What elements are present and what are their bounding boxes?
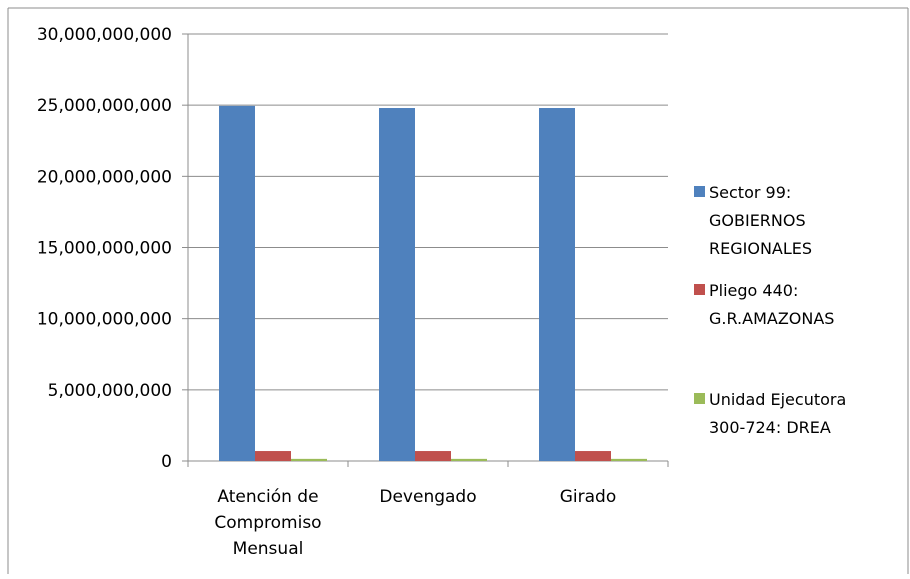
y-tick-label: 30,000,000,000 <box>37 25 172 45</box>
y-tick-label: 0 <box>161 452 172 472</box>
bar <box>611 458 647 461</box>
legend-swatch <box>694 393 705 404</box>
bar <box>451 458 487 461</box>
legend-swatch <box>694 186 705 197</box>
bar <box>255 451 291 461</box>
y-tick-label: 20,000,000,000 <box>37 167 172 187</box>
x-category-labels: Atención de Compromiso Mensual Devengado Gir… <box>214 487 616 559</box>
bar <box>415 451 451 461</box>
bar <box>219 105 255 462</box>
bar <box>291 458 327 461</box>
legend-label: Sector 99: GOBIERNOS REGIONALES <box>709 183 812 258</box>
legend-swatch <box>694 284 705 295</box>
x-category-label: Devengado <box>379 487 476 507</box>
legend-label: Unidad Ejecutora 300-724: DREA <box>709 390 846 437</box>
y-tick-label: 25,000,000,000 <box>37 96 172 116</box>
bars <box>219 105 647 462</box>
x-category-label: Girado <box>560 487 617 507</box>
y-tick-label: 15,000,000,000 <box>37 239 172 259</box>
gridlines <box>188 33 668 391</box>
y-tick-label: 10,000,000,000 <box>37 310 172 330</box>
bar <box>575 451 611 461</box>
y-tick-labels: 0 5,000,000,000 10,000,000,000 15,000,000,0… <box>37 25 172 472</box>
legend: Sector 99: GOBIERNOS REGIONALES Pliego 440:… <box>694 183 846 437</box>
bar <box>379 108 415 461</box>
legend-label: Pliego 440: G.R.AMAZONAS <box>709 281 834 328</box>
x-category-label: Atención de Compromiso Mensual <box>214 487 321 559</box>
y-tick-label: 5,000,000,000 <box>48 381 172 401</box>
bar <box>539 108 575 461</box>
